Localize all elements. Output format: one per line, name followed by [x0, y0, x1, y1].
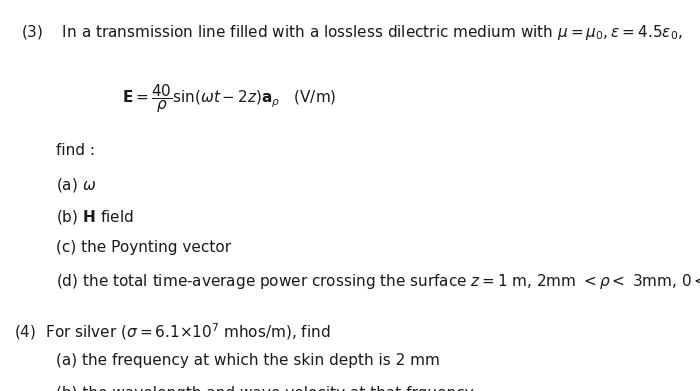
Text: (a) $\omega$: (a) $\omega$	[56, 176, 96, 194]
Text: $\mathbf{E} = \dfrac{40}{\rho}\sin(\omega t - 2z)\mathbf{a}_{\rho}$   (V/m): $\mathbf{E} = \dfrac{40}{\rho}\sin(\omeg…	[122, 82, 337, 115]
Text: (d) the total time-average power crossing the surface $z =1$ m, 2mm $< \rho <$ 3: (d) the total time-average power crossin…	[56, 272, 700, 291]
Text: (a) the frequency at which the skin depth is 2 mm: (a) the frequency at which the skin dept…	[56, 353, 440, 368]
Text: (4)  For silver ($\sigma = 6.1{\times}10^7$ mhos/m), find: (4) For silver ($\sigma = 6.1{\times}10^…	[14, 321, 330, 342]
Text: (c) the Poynting vector: (c) the Poynting vector	[56, 240, 231, 255]
Text: (b) $\mathbf{H}$ field: (b) $\mathbf{H}$ field	[56, 208, 134, 226]
Text: (b) the wavelength and wave velocity at that frquency: (b) the wavelength and wave velocity at …	[56, 386, 474, 391]
Text: (3)    In a transmission line filled with a lossless dilectric medium with $\mu : (3) In a transmission line filled with a…	[21, 23, 682, 43]
Text: find :: find :	[56, 143, 95, 158]
